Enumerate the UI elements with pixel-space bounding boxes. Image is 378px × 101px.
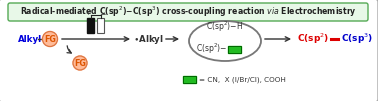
Circle shape [42, 32, 57, 46]
Text: C(sp$^3$): C(sp$^3$) [341, 32, 373, 46]
Bar [87, 18, 94, 33]
Bar [228, 46, 241, 53]
Text: C(sp$^2$): C(sp$^2$) [297, 32, 329, 46]
Text: = CN,  X (I/Br/Cl), COOH: = CN, X (I/Br/Cl), COOH [199, 76, 286, 83]
FancyBboxPatch shape [8, 3, 368, 21]
Bar [183, 76, 196, 83]
Text: $+$: $+$ [85, 9, 91, 17]
Text: $-$: $-$ [99, 8, 107, 17]
Text: C(sp$^2$)$-$: C(sp$^2$)$-$ [196, 42, 228, 56]
Bar [183, 76, 196, 83]
Bar [97, 18, 104, 33]
Text: C(sp$^2$)$-$H: C(sp$^2$)$-$H [206, 20, 243, 34]
Text: Alkyl: Alkyl [18, 35, 42, 44]
Circle shape [73, 56, 87, 70]
Text: Radical-mediated C(sp$^2$)$\mathbf{-}$C(sp$^3$) cross-coupling reaction $\it{via: Radical-mediated C(sp$^2$)$\mathbf{-}$C(… [20, 5, 356, 19]
Bar [228, 46, 241, 53]
Text: $\bullet$Alkyl: $\bullet$Alkyl [133, 33, 163, 45]
Text: FG: FG [74, 58, 86, 67]
Text: FG: FG [44, 35, 56, 44]
